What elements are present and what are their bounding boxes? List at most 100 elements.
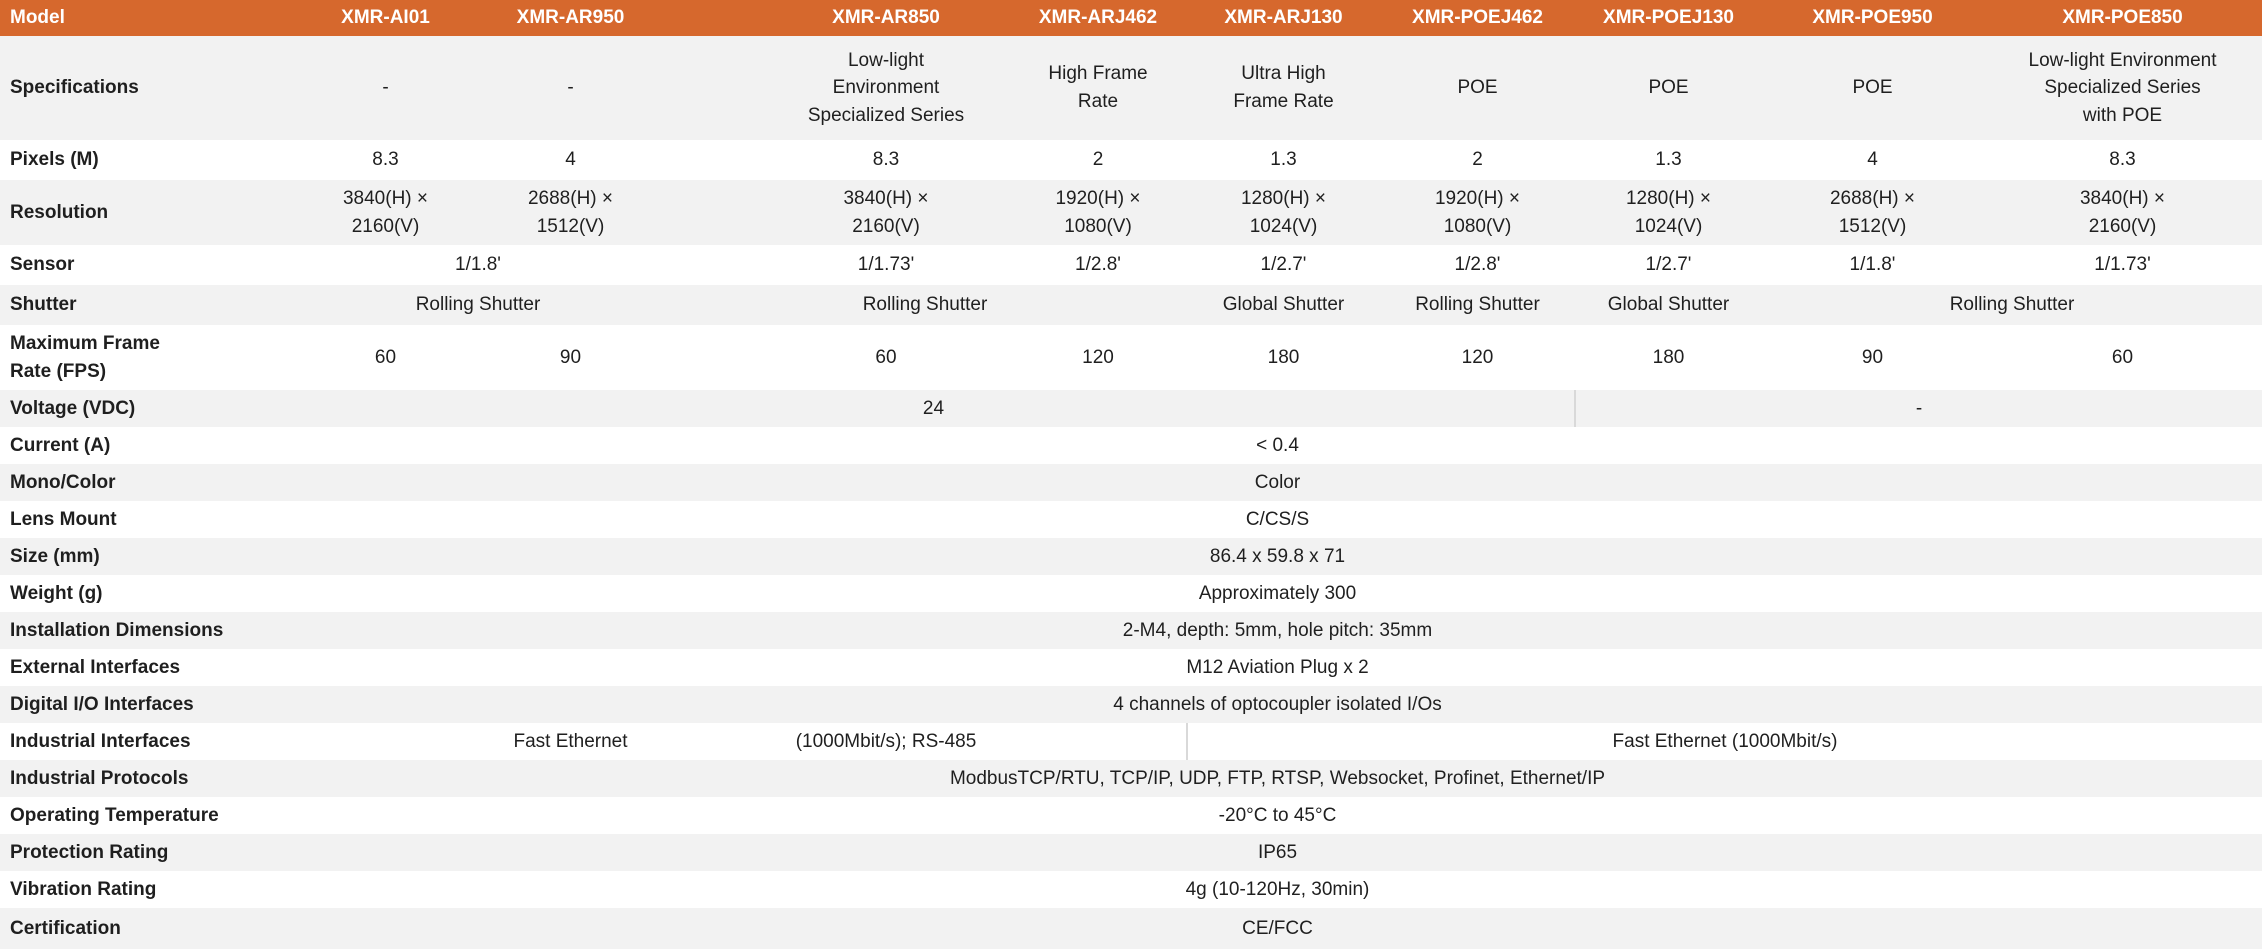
row-label: Industrial Protocols <box>10 767 189 789</box>
cell: CE/FCC <box>1242 917 1313 939</box>
column-header <box>663 0 763 36</box>
table-row: Pixels (M) 8.3 4 8.3 2 1.3 2 1.3 4 8.3 <box>0 140 2262 180</box>
column-header: XMR-ARJ130 <box>1187 0 1380 36</box>
cell: 2688(H) × 1512(V) <box>1829 187 1916 237</box>
cell: M12 Aviation Plug x 2 <box>1186 656 1369 678</box>
row-label: Pixels (M) <box>10 149 99 171</box>
cell: 2-M4, depth: 5mm, hole pitch: 35mm <box>1122 619 1433 641</box>
column-header: XMR-POE850 <box>1983 0 2262 36</box>
cell: 1/2.7' <box>1260 254 1307 276</box>
cell: 120 <box>1082 346 1114 368</box>
row-label: Size (mm) <box>10 545 100 567</box>
cell: 60 <box>875 346 897 368</box>
row-label: Operating Temperature <box>10 804 219 826</box>
cell: 4 <box>565 149 576 171</box>
table-body: Specifications - - Low-light Environment Sp… <box>0 36 2262 949</box>
cell: 90 <box>559 346 582 368</box>
cell: 1920(H) × 1080(V) <box>1055 187 1141 237</box>
table-row: Vibration Rating 4g (10-120Hz, 30min) <box>0 871 2262 908</box>
cell: Ultra High Frame Rate <box>1233 63 1334 112</box>
cell: < 0.4 <box>1256 434 1299 456</box>
row-label: Weight (g) <box>10 582 103 604</box>
table-row: Industrial Protocols ModbusTCP/RTU, TCP/I… <box>0 760 2262 797</box>
cell: 180 <box>1267 346 1300 368</box>
row-label: External Interfaces <box>10 656 181 678</box>
table-row: Protection Rating IP65 <box>0 834 2262 871</box>
column-header: XMR-ARJ462 <box>1009 0 1187 36</box>
cell: 3840(H) × 2160(V) <box>342 187 429 237</box>
cell: Rolling Shutter <box>1415 294 1540 316</box>
row-label: Shutter <box>10 294 77 316</box>
cell: Global Shutter <box>1222 294 1345 316</box>
cell: 1/1.8' <box>455 254 501 276</box>
row-label: Certification <box>10 917 121 939</box>
row-label: Vibration Rating <box>10 878 157 900</box>
column-header: XMR-POEJ130 <box>1575 0 1762 36</box>
cell: 86.4 x 59.8 x 71 <box>1209 545 1346 567</box>
table-row: Size (mm) 86.4 x 59.8 x 71 <box>0 538 2262 575</box>
cell: Rolling Shutter <box>1949 294 2075 316</box>
cell: 1.3 <box>1270 149 1297 171</box>
table-row: Lens Mount C/CS/S <box>0 501 2262 538</box>
column-header: XMR-AR950 <box>478 0 663 36</box>
cell <box>663 723 763 760</box>
column-header: XMR-POE950 <box>1762 0 1983 36</box>
model-header-cell: Model <box>0 0 293 36</box>
cell: Fast Ethernet (1000Mbit/s) <box>1186 723 2262 760</box>
cell: 8.3 <box>872 149 900 171</box>
cell: 1280(H) × 1024(V) <box>1240 187 1327 237</box>
cell: 24 <box>922 397 945 419</box>
table-row: Operating Temperature -20°C to 45°C <box>0 797 2262 834</box>
cell: Rolling Shutter <box>862 294 988 316</box>
cell: Low-light Environment Specialized Series <box>807 49 965 126</box>
cell: - <box>382 77 389 99</box>
cell: 1/1.8' <box>1849 254 1896 276</box>
row-label: Current (A) <box>10 434 111 456</box>
cell: Low-light Environment Specialized Series… <box>2028 49 2217 126</box>
row-label: Lens Mount <box>10 508 117 530</box>
cell: -20°C to 45°C <box>1218 804 1337 826</box>
cell: 4 <box>1867 149 1878 171</box>
cell: 1/1.73' <box>2094 254 2151 276</box>
table-row: Weight (g) Approximately 300 <box>0 575 2262 612</box>
table-row: Maximum Frame Rate (FPS) 60 90 60 120 180 120 1… <box>0 325 2262 390</box>
cell: 1.3 <box>1655 149 1682 171</box>
cell: ModbusTCP/RTU, TCP/IP, UDP, FTP, RTSP, W… <box>949 767 1606 789</box>
cell: 8.3 <box>2109 149 2136 171</box>
table-row: Resolution 3840(H) × 2160(V) 2688(H) × 151… <box>0 180 2262 245</box>
row-label: Maximum Frame Rate (FPS) <box>10 332 160 382</box>
cell: 2 <box>1472 149 1483 171</box>
cell: - <box>567 77 574 99</box>
cell <box>663 140 763 180</box>
cell: 1/2.7' <box>1645 254 1692 276</box>
cell: 1/1.73' <box>857 254 915 276</box>
table-row: Certification CE/FCC <box>0 908 2262 949</box>
row-label: Mono/Color <box>10 471 116 493</box>
column-header: XMR-AR850 <box>763 0 1009 36</box>
cell: 1/2.8' <box>1075 254 1121 276</box>
column-header: XMR-POEJ462 <box>1380 0 1575 36</box>
table-header-row: Model XMR-AI01 XMR-AR950 XMR-AR850 XMR-ARJ46… <box>0 0 2262 36</box>
table-row: Current (A) < 0.4 <box>0 427 2262 464</box>
cell: Global Shutter <box>1607 294 1730 316</box>
table-row: Voltage (VDC) 24 - <box>0 390 2262 427</box>
cell: Rolling Shutter <box>415 294 541 316</box>
cell: (1000Mbit/s); RS-485 <box>795 730 977 752</box>
cell: 1280(H) × 1024(V) <box>1625 187 1712 237</box>
cell: Color <box>1254 471 1301 493</box>
cell: High Frame Rate <box>1048 63 1148 112</box>
table-row: Installation Dimensions 2-M4, depth: 5mm,… <box>0 612 2262 649</box>
row-label: Installation Dimensions <box>10 619 224 641</box>
cell: Approximately 300 <box>1198 582 1357 604</box>
cell: 1920(H) × 1080(V) <box>1434 187 1521 237</box>
table-row: External Interfaces M12 Aviation Plug x 2 <box>0 649 2262 686</box>
cell: 2688(H) × 1512(V) <box>527 187 614 237</box>
cell <box>1009 723 1187 760</box>
cell <box>663 180 763 245</box>
cell: 60 <box>374 346 397 368</box>
row-label: Resolution <box>10 201 109 223</box>
row-label: Specifications <box>10 77 139 99</box>
cell: C/CS/S <box>1245 508 1310 530</box>
cell: 180 <box>1652 346 1685 368</box>
